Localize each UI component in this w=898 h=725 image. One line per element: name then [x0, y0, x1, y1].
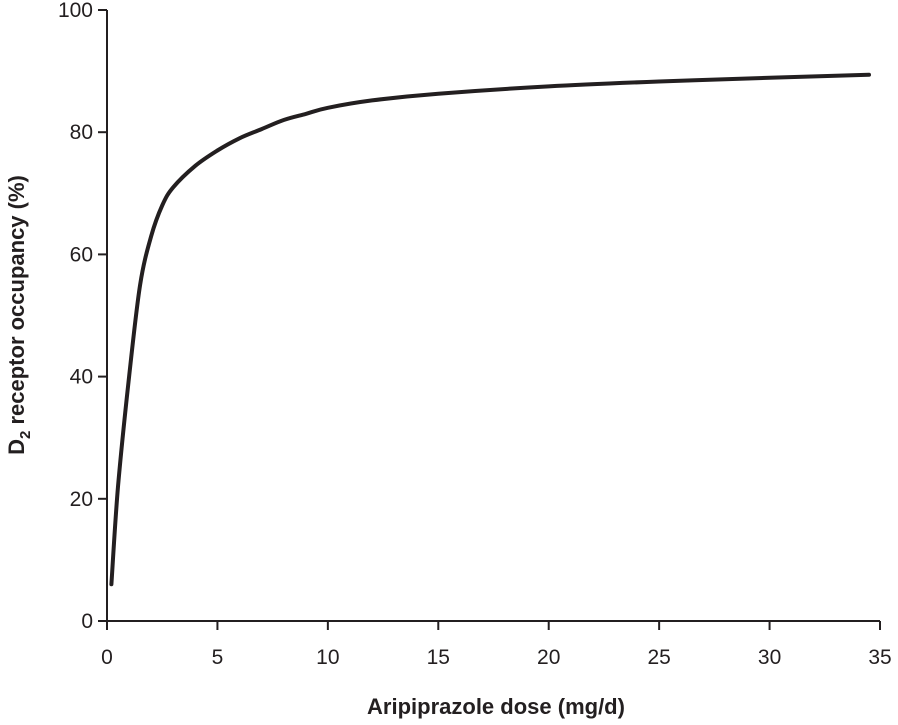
x-tick-label: 20 — [537, 646, 560, 669]
x-tick-label: 0 — [101, 646, 113, 669]
y-tick-label: 80 — [70, 121, 93, 144]
y-tick-label: 20 — [70, 488, 93, 511]
series-layer — [109, 72, 871, 587]
x-axis-title: Aripiprazole dose (mg/d) — [367, 694, 625, 719]
y-axis-title-subscript: 2 — [17, 431, 34, 439]
x-tick-label: 5 — [212, 646, 224, 669]
x-tick-label: 10 — [316, 646, 339, 669]
axes — [106, 10, 880, 622]
y-axis-title-rest: receptor occupancy (%) — [4, 175, 29, 431]
y-tick-label: 40 — [70, 366, 93, 389]
y-ticks: 0 20 40 60 80 100 — [58, 0, 107, 633]
x-tick-label: 15 — [427, 646, 450, 669]
x-tick-label: 35 — [868, 646, 891, 669]
x-tick-label: 25 — [647, 646, 670, 669]
x-tick-label: 30 — [758, 646, 781, 669]
occupancy-curve — [109, 72, 871, 587]
x-ticks: 0 5 10 15 20 25 30 35 — [101, 621, 892, 669]
y-axis-title-main: D — [4, 439, 29, 455]
y-axis-title: D2 receptor occupancy (%) — [4, 175, 34, 455]
y-tick-label: 0 — [81, 610, 93, 633]
y-tick-label: 60 — [70, 243, 93, 266]
y-tick-label: 100 — [58, 0, 93, 22]
